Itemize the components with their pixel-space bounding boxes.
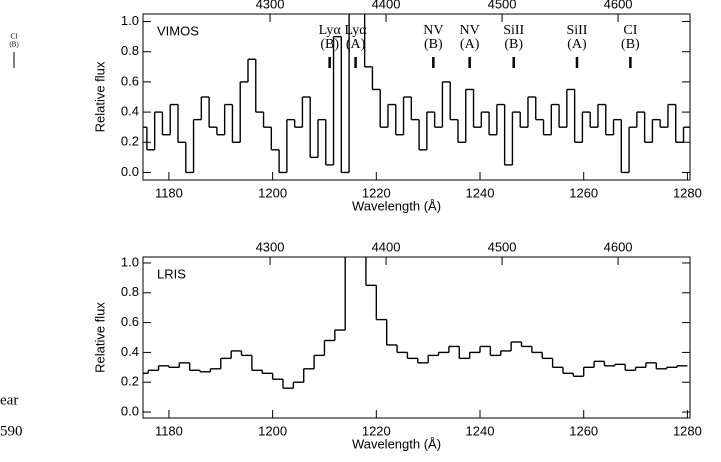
fragment-text: ear — [0, 392, 18, 408]
y-tick-label: 0.2 — [121, 374, 139, 389]
panel-label: LRIS — [157, 266, 186, 281]
annotation-line: NV — [423, 23, 443, 38]
x-axis-label: Wavelength (Å) — [352, 198, 441, 213]
x-tick-label: 1260 — [569, 185, 598, 200]
annotation-component: (B) — [621, 37, 640, 52]
x2-tick-label: 4600 — [604, 0, 633, 11]
y-tick-label: 0.4 — [121, 104, 139, 119]
annotation-component: (B) — [504, 37, 523, 52]
plot-frame — [142, 13, 691, 181]
annotation-component: (A) — [346, 37, 366, 52]
y-tick-label: 0.6 — [121, 73, 139, 88]
x2-tick-label: 4300 — [256, 239, 285, 254]
x2-tick-label: 4400 — [372, 0, 401, 11]
annotation-line: SiII — [503, 23, 524, 38]
annotation-component: (A) — [567, 37, 587, 52]
fragment-text: (B) — [9, 41, 19, 49]
x-tick-label: 1180 — [155, 185, 183, 200]
y-tick-label: 0.4 — [121, 344, 139, 359]
x-tick-label: 1240 — [466, 423, 495, 438]
annotation-line: SiII — [566, 23, 587, 38]
y-tick-label: 1.0 — [121, 254, 139, 269]
y-tick-label: 1.0 — [121, 13, 139, 28]
y-axis-label: Relative flux — [92, 302, 107, 373]
y-tick-label: 0.0 — [121, 403, 139, 418]
x-axis-label: Wavelength (Å) — [352, 436, 441, 451]
fragment-text: CI — [11, 33, 19, 41]
annotation-line: Lyα — [345, 23, 368, 38]
x2-tick-label: 4600 — [604, 239, 633, 254]
x-tick-label: 1220 — [362, 185, 391, 200]
annotation-component: (B) — [320, 37, 339, 52]
x-tick-label: 1220 — [362, 423, 391, 438]
plot-frame — [142, 256, 691, 419]
spectrum — [143, 257, 688, 389]
y-tick-label: 0.6 — [121, 314, 139, 329]
y-tick-label: 0.2 — [121, 134, 139, 149]
y-tick-label: 0.0 — [121, 164, 139, 179]
x2-tick-label: 4500 — [488, 0, 517, 11]
x-tick-label: 1240 — [466, 185, 495, 200]
annotation-line: NV — [460, 23, 480, 38]
x-tick-label: 1260 — [569, 423, 598, 438]
x-tick-label: 1200 — [258, 423, 287, 438]
spectrum — [143, 14, 690, 174]
panel-label: VIMOS — [157, 23, 199, 38]
x-tick-label: 1280 — [673, 185, 702, 200]
y-tick-label: 0.8 — [121, 43, 139, 58]
annotation-line: Lyα — [319, 23, 342, 38]
annotation-line: CI — [623, 23, 637, 38]
x-tick-label: 1180 — [155, 423, 183, 438]
x2-tick-label: 4500 — [488, 239, 517, 254]
annotation-component: (B) — [424, 37, 443, 52]
x2-tick-label: 4400 — [372, 239, 401, 254]
fragment-text: 590 — [0, 423, 23, 439]
y-axis-label: Relative flux — [92, 61, 107, 132]
x2-tick-label: 4300 — [256, 0, 285, 11]
x-tick-label: 1280 — [673, 423, 702, 438]
x-tick-label: 1200 — [258, 185, 287, 200]
annotation-component: (A) — [460, 37, 480, 52]
y-tick-label: 0.8 — [121, 284, 139, 299]
